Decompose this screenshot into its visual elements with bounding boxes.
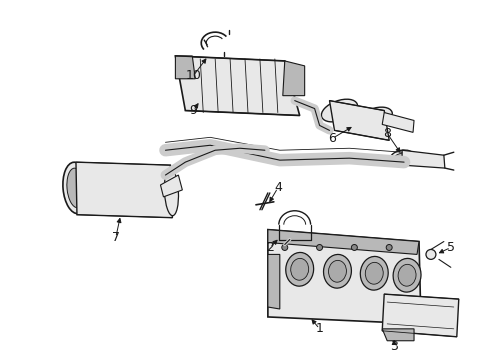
Polygon shape xyxy=(329,100,389,140)
Ellipse shape xyxy=(67,168,85,208)
Ellipse shape xyxy=(386,244,392,251)
Ellipse shape xyxy=(351,244,357,251)
Polygon shape xyxy=(402,150,445,168)
Ellipse shape xyxy=(360,256,388,290)
Polygon shape xyxy=(76,162,172,218)
Text: 2: 2 xyxy=(266,241,274,254)
Polygon shape xyxy=(175,56,300,116)
Ellipse shape xyxy=(164,168,178,216)
Text: 10: 10 xyxy=(185,69,201,82)
Ellipse shape xyxy=(393,258,421,292)
Ellipse shape xyxy=(398,264,416,286)
Polygon shape xyxy=(268,230,419,255)
Ellipse shape xyxy=(356,107,392,130)
Ellipse shape xyxy=(291,258,309,280)
Polygon shape xyxy=(283,61,305,96)
Ellipse shape xyxy=(282,244,288,251)
Ellipse shape xyxy=(323,255,351,288)
Polygon shape xyxy=(161,175,182,197)
Polygon shape xyxy=(382,329,414,341)
Ellipse shape xyxy=(321,99,358,122)
Ellipse shape xyxy=(328,260,346,282)
Text: 4: 4 xyxy=(274,181,282,194)
Text: 5: 5 xyxy=(447,241,455,254)
Text: 7: 7 xyxy=(112,231,120,244)
Text: 1: 1 xyxy=(316,322,323,336)
Polygon shape xyxy=(268,230,421,324)
Ellipse shape xyxy=(317,244,322,251)
Ellipse shape xyxy=(391,150,414,164)
Polygon shape xyxy=(382,113,414,132)
Ellipse shape xyxy=(394,153,410,161)
Polygon shape xyxy=(382,294,459,337)
Ellipse shape xyxy=(426,249,436,260)
Text: 6: 6 xyxy=(329,132,337,145)
Ellipse shape xyxy=(286,252,314,286)
Text: 3: 3 xyxy=(390,340,398,353)
Ellipse shape xyxy=(63,162,89,214)
Text: 8: 8 xyxy=(383,127,391,140)
Ellipse shape xyxy=(366,262,383,284)
Polygon shape xyxy=(175,56,196,79)
Polygon shape xyxy=(268,255,280,309)
Text: 9: 9 xyxy=(189,104,197,117)
